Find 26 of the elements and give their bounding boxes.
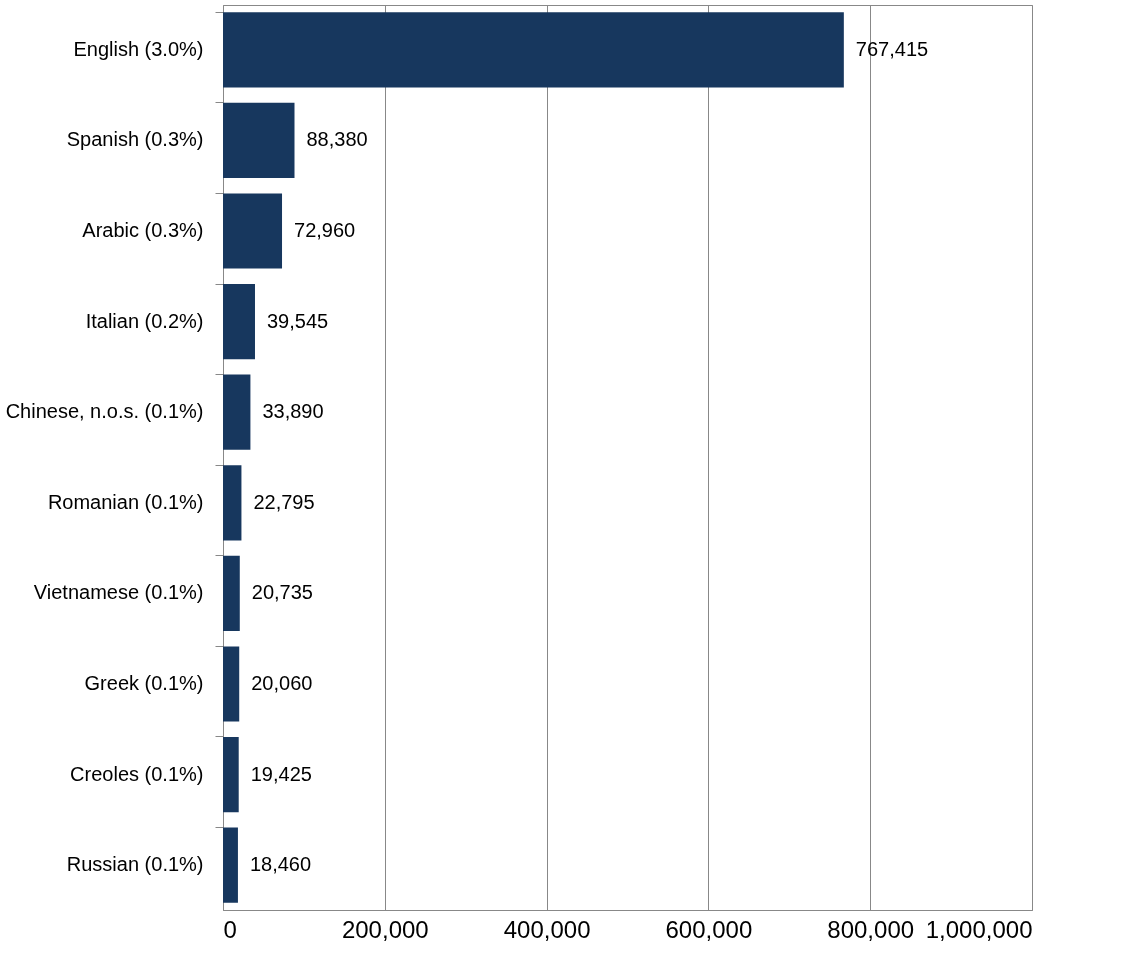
data-label: 88,380 <box>306 128 368 151</box>
y-tick-label: Creoles (0.1%) <box>70 762 204 785</box>
data-label: 20,735 <box>251 581 313 604</box>
y-tick-label: Vietnamese (0.1%) <box>33 581 204 604</box>
data-label: 18,460 <box>249 853 312 876</box>
data-label: 767,415 <box>855 37 929 60</box>
y-tick-label: Arabic (0.3%) <box>82 219 204 242</box>
data-label: 72,960 <box>294 219 356 242</box>
y-tick-label: English (3.0%) <box>73 37 204 60</box>
data-label: 33,890 <box>262 400 324 423</box>
y-tick-label: Romanian (0.1%) <box>47 490 204 513</box>
x-tick-label: 400,000 <box>503 915 591 943</box>
x-tick-label: 200,000 <box>341 915 429 943</box>
data-label: 20,060 <box>251 671 313 694</box>
x-tick-label: 1,000,000 <box>925 915 1033 943</box>
x-tick-label: 0 <box>223 915 237 943</box>
y-tick-label: Russian (0.1%) <box>66 853 204 876</box>
x-tick-label: 800,000 <box>827 915 915 943</box>
y-tick-label: Spanish (0.3%) <box>66 128 204 151</box>
data-label: 19,425 <box>250 762 312 785</box>
data-label: 39,545 <box>266 309 329 332</box>
data-label: 22,795 <box>253 490 315 513</box>
x-tick-label: 600,000 <box>665 915 753 943</box>
y-tick-label: Italian (0.2%) <box>85 309 204 332</box>
y-tick-label: Greek (0.1%) <box>84 671 204 694</box>
y-tick-label: Chinese, n.o.s. (0.1%) <box>5 400 204 423</box>
